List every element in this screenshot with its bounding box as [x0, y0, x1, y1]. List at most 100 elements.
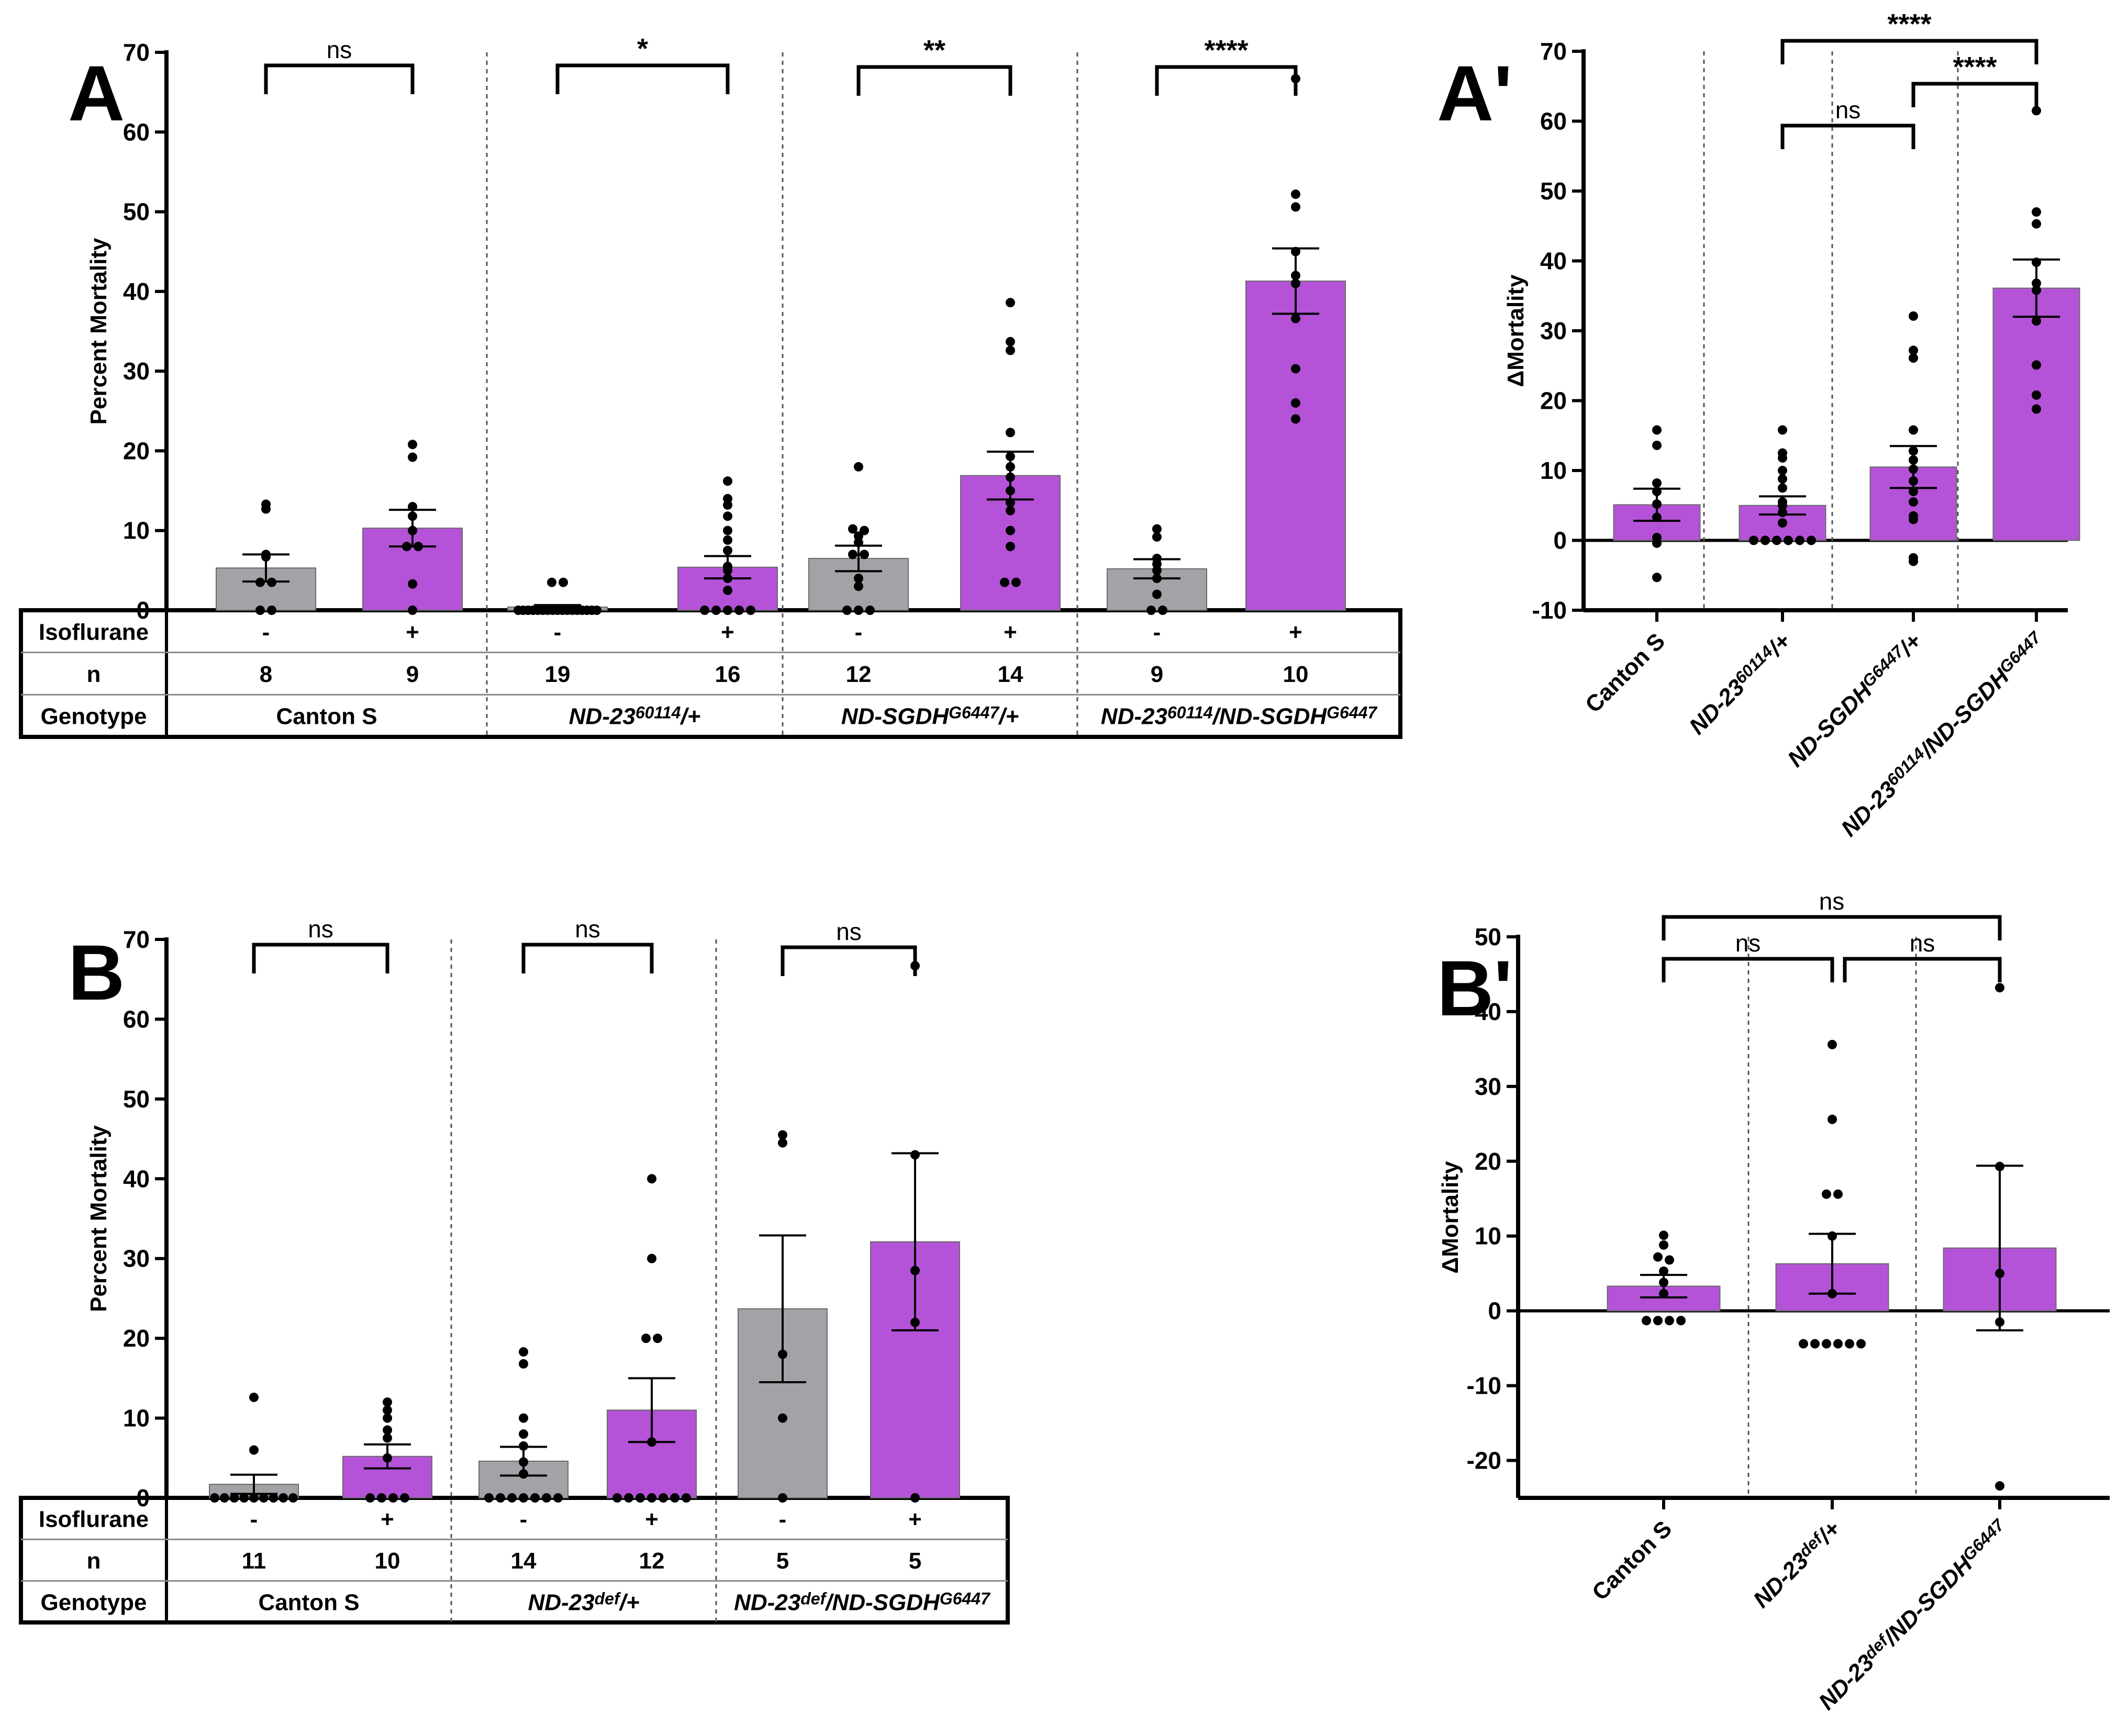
- A2-category-label-mid: /ND-SGDH: [1914, 664, 2014, 764]
- A-genotype-label-base: ND-23: [569, 704, 636, 730]
- B-genotype-label-base: Canton S: [258, 1589, 359, 1615]
- B-point: [553, 1493, 563, 1503]
- A-point: [1291, 189, 1300, 199]
- A2-point: [2032, 219, 2041, 229]
- A2-point: [1749, 535, 1758, 545]
- A-point: [547, 577, 556, 587]
- B2-point: [1653, 1252, 1663, 1262]
- B-sig-label: ns: [575, 915, 600, 943]
- B-point: [383, 1433, 392, 1443]
- B-point: [542, 1493, 551, 1503]
- A-point: [1006, 525, 1015, 535]
- A-iso-value: -: [554, 619, 562, 645]
- A2-y-tick-label: 70: [1540, 38, 1567, 65]
- A-y-tick-label: 10: [123, 517, 150, 544]
- B-genotype-label-sup: def: [800, 1589, 827, 1608]
- B-point: [647, 1174, 656, 1184]
- B-point: [670, 1493, 679, 1503]
- B-y-tick-label: 70: [123, 926, 150, 953]
- A-genotype-label: ND-SGDHG6447/+: [841, 703, 1019, 729]
- B-genotype-label: ND-23def/+: [528, 1589, 639, 1615]
- A2-y-tick-label: -10: [1532, 597, 1567, 624]
- A-point: [1152, 589, 1162, 599]
- A-point: [1158, 606, 1167, 615]
- A-point: [261, 504, 271, 514]
- B2-point: [1995, 1269, 2004, 1279]
- A-genotype-label-sup: G6447: [949, 703, 1000, 722]
- B-genotype-label-mid: /+: [619, 1589, 640, 1615]
- A-point: [1152, 532, 1162, 542]
- A2-point: [1909, 345, 1918, 355]
- A2-y-tick-label: 50: [1540, 177, 1567, 205]
- A2-panel-letter: A': [1437, 49, 1512, 137]
- A2-point: [1784, 535, 1793, 545]
- A2-comparison-bracket: [1911, 82, 2038, 107]
- A2-point: [1909, 353, 1918, 363]
- B2-point: [1828, 1114, 1837, 1124]
- A-point: [723, 606, 732, 615]
- A-point: [1291, 398, 1300, 408]
- A2-y-tick-label: 30: [1540, 317, 1567, 344]
- A-point: [723, 494, 732, 503]
- A2-point: [2032, 285, 2041, 295]
- B2-point: [1856, 1339, 1866, 1349]
- A2-point: [1909, 446, 1918, 456]
- A2-category-label-sup2: G6447: [1996, 627, 2045, 677]
- A2-point: [2032, 106, 2041, 116]
- A2-point: [1778, 497, 1787, 507]
- A-point: [261, 552, 271, 562]
- A-genotype-label: ND-2360114/ND-SGDHG6447: [1101, 703, 1378, 729]
- B-genotype-label-mid: /ND-SGDH: [825, 1589, 940, 1615]
- A-point: [1291, 202, 1300, 212]
- B2-category-label-mid: /ND-SGDH: [1878, 1551, 1978, 1651]
- B-sig-bracket: [781, 945, 917, 976]
- A-iso-value: +: [406, 619, 419, 645]
- A2-y-tick-label: 20: [1540, 387, 1567, 415]
- B2-comparison-label: ns: [1735, 929, 1761, 957]
- B-point: [647, 1253, 656, 1263]
- B-point: [647, 1493, 656, 1503]
- A-n-value: 8: [260, 662, 272, 687]
- A-iso-value: -: [262, 619, 270, 645]
- A2-point: [2032, 360, 2041, 370]
- A-genotype-label-sup: 60114: [1167, 703, 1213, 722]
- B2-category-label: ND-23def/ND-SGDHG6447: [1813, 1515, 2014, 1715]
- A-genotype-label-mid: /ND-SGDH: [1212, 704, 1328, 730]
- A-point: [1152, 554, 1162, 564]
- B2-y-axis-title: ΔMortality: [1438, 1161, 1463, 1274]
- A2-point: [1778, 466, 1787, 475]
- B-point: [519, 1429, 528, 1439]
- A-sig-label: *: [637, 33, 648, 64]
- B2-comparison-bracket: [1843, 957, 2002, 982]
- A-point: [746, 606, 755, 615]
- A-point: [1006, 298, 1015, 308]
- A2-category-label-base: Canton S: [1580, 628, 1670, 718]
- B2-y-tick-label: -20: [1467, 1447, 1501, 1474]
- B2-category-label-sup2: G6447: [1959, 1515, 2009, 1564]
- A-genotype-label-base: Canton S: [276, 704, 377, 730]
- A2-category-label-base: ND-23: [1684, 674, 1750, 740]
- A-point: [723, 574, 732, 584]
- B-point: [365, 1493, 375, 1503]
- A-point: [1291, 313, 1300, 323]
- A2-point: [2032, 207, 2041, 217]
- B2-point: [1995, 1317, 2004, 1327]
- B-point: [383, 1397, 392, 1407]
- B-point: [383, 1405, 392, 1415]
- B2-point: [1653, 1316, 1663, 1326]
- B2-category-label-base: ND-23: [1814, 1650, 1879, 1715]
- B-point: [519, 1493, 528, 1503]
- A2-comparison-bracket: [1780, 39, 2038, 64]
- B-point: [647, 1437, 656, 1447]
- B-point: [530, 1493, 540, 1503]
- A2-point: [1652, 440, 1662, 450]
- B-point: [778, 1130, 787, 1140]
- A-point: [842, 606, 852, 615]
- A-point: [408, 452, 417, 462]
- A-y-tick-label: 20: [123, 437, 150, 464]
- A-sig-bracket: [264, 63, 415, 94]
- B-point: [278, 1493, 288, 1503]
- A-point: [1006, 337, 1015, 346]
- B2-y-tick-label: 30: [1475, 1073, 1501, 1100]
- B-point: [383, 1425, 392, 1435]
